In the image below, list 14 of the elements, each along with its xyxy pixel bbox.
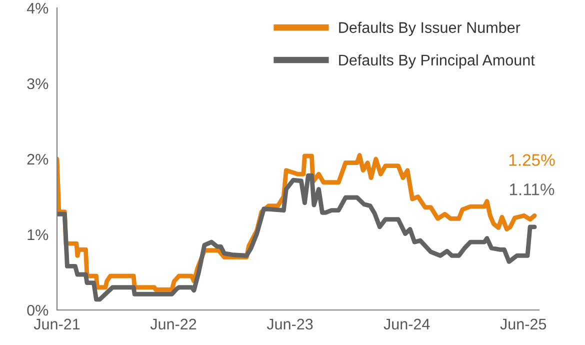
y-tick-label: 3% — [27, 78, 48, 90]
annotation: 1.11% — [510, 184, 554, 196]
y-tick-label: 0% — [27, 304, 48, 316]
legend-label: Defaults By Issuer Number — [339, 22, 520, 36]
x-tick-label: Jun-23 — [266, 318, 313, 330]
y-tick-label: 1% — [28, 229, 48, 240]
legend-label: Defaults By Principal Amount — [339, 54, 535, 69]
x-tick-label: Jun-21 — [34, 318, 80, 330]
x-tick-label: Jun-25 — [500, 318, 546, 330]
y-tick-label: 2% — [27, 154, 48, 165]
annotation: 1.25% — [509, 154, 555, 166]
y-tick-label: 4% — [26, 2, 48, 14]
x-tick-label: Jun-22 — [150, 318, 196, 330]
x-tick-label: Jun-24 — [384, 318, 430, 330]
